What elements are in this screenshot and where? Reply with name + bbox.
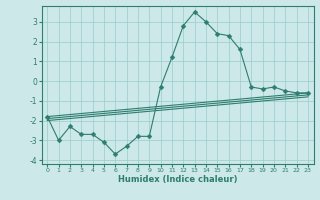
- X-axis label: Humidex (Indice chaleur): Humidex (Indice chaleur): [118, 175, 237, 184]
